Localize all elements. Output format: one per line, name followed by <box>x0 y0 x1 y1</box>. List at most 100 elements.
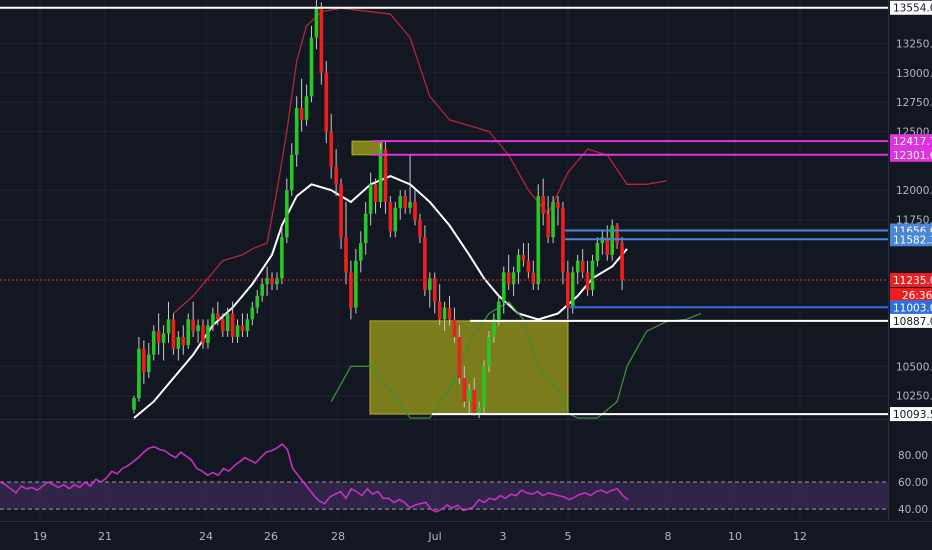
candle-body <box>566 272 570 308</box>
candle-body <box>206 325 210 343</box>
candle-body <box>265 278 269 285</box>
candle-body <box>137 348 141 399</box>
candle-body <box>176 336 181 349</box>
candle-body <box>492 319 496 337</box>
candle-body <box>299 108 304 120</box>
price-label-box <box>890 313 932 328</box>
candle-body <box>595 243 600 261</box>
x-tick-label: 5 <box>565 530 572 543</box>
candle-body <box>605 237 610 255</box>
rsi-pane <box>0 443 888 513</box>
candle-body <box>580 260 585 273</box>
candle-body <box>334 166 338 185</box>
x-tick-label: 28 <box>331 530 345 543</box>
candle-body <box>270 278 274 285</box>
candle-body <box>358 243 363 261</box>
x-tick-label: 3 <box>500 530 507 543</box>
candle-body <box>501 272 506 302</box>
x-tick-label: 21 <box>98 530 112 543</box>
rsi-line <box>0 443 629 513</box>
price-label: 11582.3 <box>890 232 932 247</box>
candle-body <box>477 407 481 414</box>
price-label-box <box>890 134 932 149</box>
candle-body <box>452 319 457 337</box>
candle-body <box>383 149 388 202</box>
candle-body <box>161 333 166 343</box>
candle-body <box>201 325 205 343</box>
rsi-band <box>0 482 888 510</box>
candle-body <box>378 149 383 202</box>
candle-body <box>575 260 580 273</box>
candle-body <box>329 131 333 167</box>
x-tick-label: 19 <box>33 530 47 543</box>
price-label-box <box>890 273 932 288</box>
price-label: 12301.6 <box>890 147 932 162</box>
x-tick-label: 8 <box>665 530 672 543</box>
candle-body <box>196 325 200 332</box>
price-label-box <box>890 0 932 15</box>
y-tick-label: 13250.0 <box>896 38 932 50</box>
candle-body <box>511 272 516 285</box>
candle-body <box>551 201 555 238</box>
candle-body <box>225 313 230 332</box>
candle-body <box>260 284 264 296</box>
candle-body <box>432 278 437 302</box>
candle-body <box>388 201 393 232</box>
y-tick-label: 12000.0 <box>896 185 932 197</box>
candle-body <box>570 272 575 308</box>
candle-body <box>255 295 260 308</box>
price-label-box <box>890 232 932 247</box>
price-label-box <box>890 300 932 315</box>
candle-body <box>423 237 427 291</box>
candle-body <box>186 319 191 346</box>
x-tick-label: 24 <box>199 530 213 543</box>
candle-body <box>363 213 368 244</box>
x-tick-label: 26 <box>264 530 278 543</box>
candle-body <box>615 225 619 244</box>
price-label-text: 10093.5 <box>893 409 932 421</box>
candle-body <box>462 378 467 402</box>
candle-body <box>457 336 462 379</box>
candle-body <box>447 307 452 320</box>
price-label-text: 12301.6 <box>893 150 932 162</box>
candle-body <box>319 8 324 73</box>
y-tick-label: 10500.0 <box>896 361 932 373</box>
price-labels: 13554.012417.712301.611656.611582.311235… <box>890 0 932 422</box>
candle-body <box>245 319 250 332</box>
candle-body <box>403 196 407 208</box>
x-tick-label: 12 <box>793 530 807 543</box>
candle-body <box>487 336 491 367</box>
candle-body <box>275 278 279 285</box>
price-label-text: 13554.0 <box>893 3 932 15</box>
y-tick-label: 13000.0 <box>896 68 932 80</box>
candle-body <box>546 213 550 238</box>
candle-body <box>289 154 294 191</box>
level-lines <box>0 6 888 416</box>
upper-band <box>172 7 667 314</box>
candle-body <box>585 272 590 291</box>
candle-body <box>240 325 245 332</box>
candle-body <box>250 307 255 320</box>
candle-body <box>373 184 378 202</box>
candle-body <box>408 201 412 208</box>
price-label: 11003.0 <box>890 300 932 315</box>
candle-body <box>516 254 521 273</box>
price-label: 10093.5 <box>890 407 932 422</box>
candle-body <box>146 354 151 373</box>
x-tick-label: Jul <box>427 530 441 543</box>
candle-body <box>531 272 536 285</box>
price-label-text: 11003.0 <box>893 302 932 314</box>
price-label: 12417.7 <box>890 134 932 149</box>
candle-body <box>191 319 195 332</box>
candle-body <box>354 260 358 308</box>
candle-body <box>526 260 531 273</box>
price-label: 13554.0 <box>890 0 932 15</box>
candle-body <box>216 313 220 320</box>
candle-body <box>166 319 171 334</box>
candle-body <box>506 272 511 285</box>
rsi-tick-label: 60.00 <box>898 477 928 489</box>
candle-body <box>285 190 289 238</box>
candle-body <box>428 278 432 291</box>
